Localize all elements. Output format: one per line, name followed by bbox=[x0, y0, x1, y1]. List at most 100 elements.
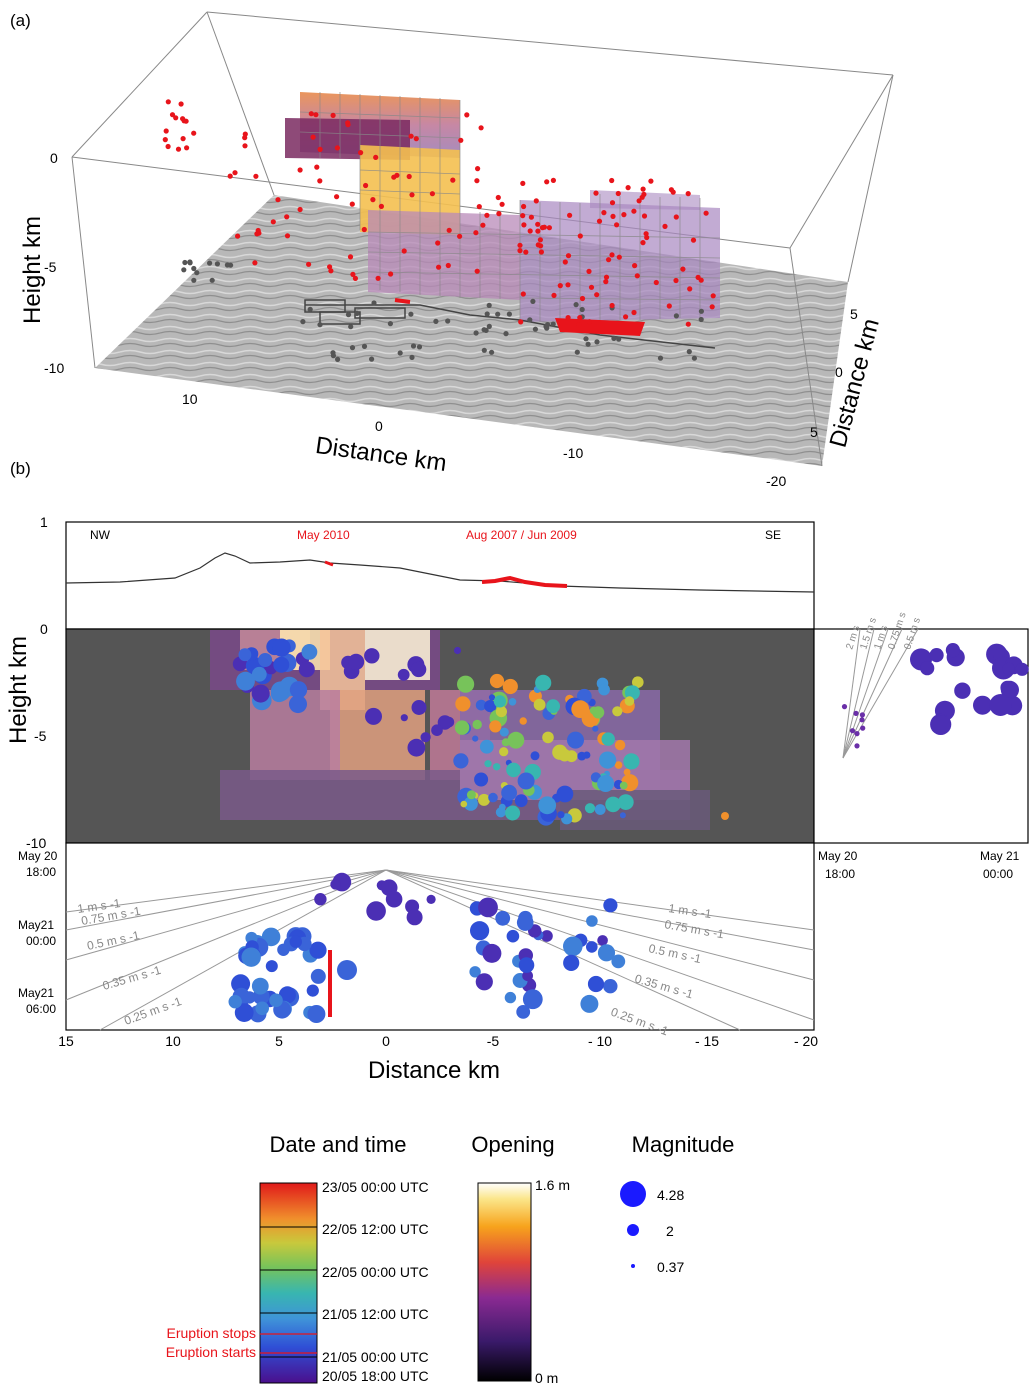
gray-event bbox=[371, 300, 377, 306]
red-event bbox=[175, 146, 182, 152]
date-tick-5: 20/05 18:00 UTC bbox=[322, 1368, 429, 1384]
red-event bbox=[517, 242, 523, 248]
opening-cell bbox=[560, 790, 710, 830]
time-tick-2-time: 06:00 bbox=[26, 1002, 56, 1016]
red-event bbox=[518, 319, 524, 325]
red-event bbox=[275, 197, 281, 203]
event bbox=[251, 666, 267, 682]
event bbox=[301, 644, 318, 660]
gray-event bbox=[182, 259, 188, 266]
red-event bbox=[475, 166, 481, 172]
gray-event bbox=[409, 354, 415, 360]
red-event bbox=[533, 198, 539, 204]
red-event bbox=[284, 233, 291, 239]
event bbox=[530, 751, 540, 761]
red-event bbox=[162, 137, 168, 143]
event bbox=[603, 979, 618, 994]
gray-event bbox=[349, 345, 356, 351]
event bbox=[364, 648, 380, 664]
date-legend-title: Date and time bbox=[270, 1132, 407, 1157]
side-time-tick-0-day: May 20 bbox=[818, 849, 858, 863]
event bbox=[849, 728, 856, 734]
red-event bbox=[557, 283, 563, 289]
event bbox=[243, 991, 256, 1004]
red-event bbox=[535, 242, 541, 248]
event bbox=[482, 943, 502, 963]
speed-label: 1 m s -1 bbox=[76, 896, 121, 916]
event bbox=[273, 656, 290, 673]
profile-label-2007: Aug 2007 / Jun 2009 bbox=[466, 528, 577, 542]
red-event bbox=[703, 210, 709, 216]
event bbox=[603, 898, 618, 913]
red-event bbox=[640, 240, 646, 246]
red-event bbox=[648, 178, 654, 184]
event bbox=[557, 811, 565, 819]
event bbox=[269, 993, 283, 1008]
magnitude-label-1: 2 bbox=[666, 1223, 674, 1239]
red-event bbox=[388, 271, 394, 277]
profile-nw: NW bbox=[90, 528, 111, 542]
a-x-tick-2: -10 bbox=[563, 445, 583, 461]
red-event bbox=[495, 194, 501, 201]
red-event bbox=[435, 240, 441, 246]
gray-event bbox=[348, 324, 354, 330]
event bbox=[475, 973, 493, 991]
a-x-tick-0: 10 bbox=[182, 391, 198, 407]
gray-event bbox=[416, 344, 423, 350]
event bbox=[859, 712, 866, 718]
red-event bbox=[593, 190, 599, 196]
gray-event bbox=[585, 341, 591, 347]
event bbox=[454, 720, 470, 735]
red-event bbox=[625, 185, 631, 191]
gray-event bbox=[354, 310, 360, 316]
gray-event bbox=[410, 343, 417, 349]
event bbox=[623, 768, 631, 776]
gray-event bbox=[495, 311, 501, 317]
gray-event bbox=[573, 302, 579, 308]
event bbox=[623, 753, 640, 770]
red-event bbox=[358, 150, 364, 156]
red-event bbox=[242, 131, 248, 137]
speed-line bbox=[385, 869, 815, 951]
event bbox=[853, 710, 859, 717]
gray-event bbox=[330, 353, 336, 359]
event bbox=[453, 753, 469, 769]
red-event bbox=[252, 260, 258, 266]
dyke-patches bbox=[285, 92, 721, 322]
red-event bbox=[538, 249, 545, 255]
red-event bbox=[297, 167, 303, 173]
b-x-tick-6: - 15 bbox=[695, 1033, 719, 1049]
red-event bbox=[446, 227, 452, 233]
red-event bbox=[586, 268, 592, 274]
red-event bbox=[270, 219, 276, 225]
event bbox=[614, 761, 623, 769]
gray-event bbox=[224, 262, 230, 268]
red-event bbox=[232, 170, 238, 176]
red-event bbox=[690, 237, 697, 243]
red-event bbox=[615, 190, 621, 197]
b-x-tick-2: 5 bbox=[275, 1033, 283, 1049]
magnitude-dot-large bbox=[620, 1181, 646, 1207]
event bbox=[597, 935, 608, 946]
speed-line bbox=[842, 628, 903, 759]
profile-se: SE bbox=[765, 528, 781, 542]
event bbox=[460, 800, 468, 808]
gray-event bbox=[544, 325, 550, 331]
event bbox=[592, 725, 599, 732]
event bbox=[614, 739, 626, 751]
gray-event bbox=[481, 347, 487, 353]
event bbox=[493, 763, 501, 771]
red-event bbox=[413, 136, 419, 142]
red-event bbox=[408, 133, 414, 139]
event bbox=[501, 738, 510, 747]
red-event bbox=[670, 189, 676, 195]
gray-event bbox=[594, 339, 600, 345]
date-colorbar bbox=[259, 1182, 318, 1384]
event bbox=[522, 970, 533, 982]
red-event bbox=[349, 201, 355, 207]
event bbox=[330, 879, 341, 890]
red-event bbox=[180, 136, 186, 142]
speed-line bbox=[385, 869, 815, 931]
red-event bbox=[317, 178, 323, 184]
event bbox=[508, 698, 517, 706]
